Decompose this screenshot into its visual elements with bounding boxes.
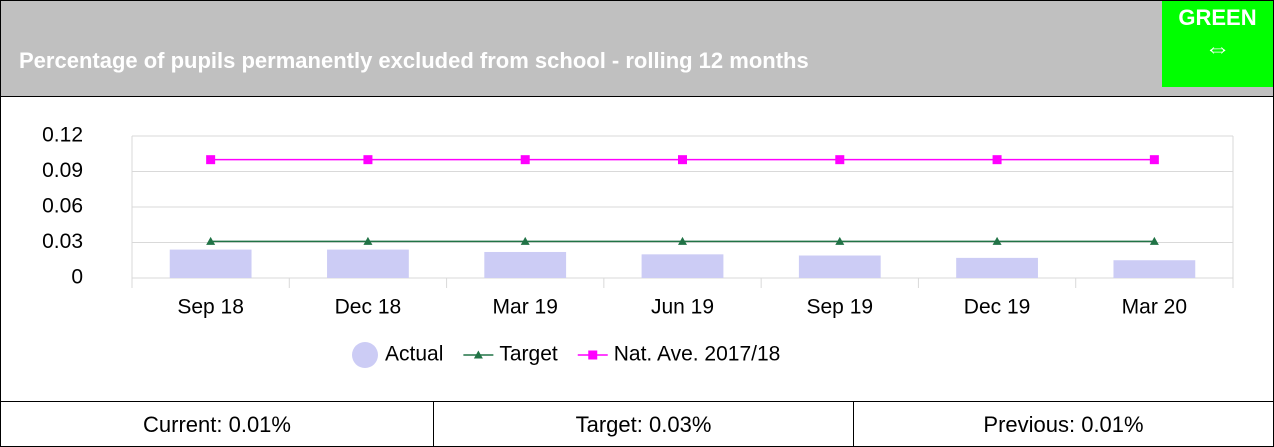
marker [206,155,216,165]
footer-cell: Previous: 0.01% [983,412,1144,437]
marker [520,155,530,165]
marker [206,236,216,245]
y-tick-label: 0.12 [42,124,83,147]
legend-label: Actual [385,343,443,366]
y-tick-label: 0 [71,266,83,289]
panel-title: Percentage of pupils permanently exclude… [19,48,809,73]
y-tick-label: 0.09 [42,159,83,182]
bar [327,249,409,278]
x-tick-label: Dec 19 [964,296,1031,319]
bar [641,254,724,278]
legend-label: Target [499,343,558,366]
footer-cell: Target: 0.03% [434,402,854,447]
marker [835,155,845,165]
footer-cell: Current: 0.01% [1,402,434,447]
footer: Current: 0.01% Target: 0.03% Previous: 0… [1,401,1273,447]
marker [520,236,530,245]
marker [678,236,687,245]
x-tick-label: Sep 18 [177,296,244,319]
bar [1113,260,1196,278]
bar [956,257,1038,278]
marker [1149,236,1159,245]
x-tick-label: Jun 19 [651,296,714,319]
x-tick-label: Dec 18 [335,296,402,319]
marker [363,155,373,165]
x-tick-label: Mar 20 [1122,296,1187,319]
header: Percentage of pupils permanently exclude… [1,1,1273,97]
marker [992,155,1002,165]
status-badge: GREEN ⇔ [1162,1,1273,87]
status-symbol: ⇔ [1204,33,1231,63]
marker [992,236,1002,245]
bar [798,255,881,278]
legend-swatch [352,342,378,368]
y-tick-label: 0.06 [42,195,83,218]
bar [169,249,252,278]
marker [1149,155,1159,165]
chart: 0 0.03 0.06 0.09 0.12 Sep 18 Dec 18 Mar 19 Jun 1… [42,124,1234,368]
legend-label: Nat. Ave. 2017/18 [614,343,781,366]
x-tick-label: Sep 19 [807,296,874,319]
legend-marker [473,350,483,359]
marker [835,236,845,245]
bar [484,251,567,278]
legend-marker [588,350,598,360]
status-text: GREEN [1178,5,1257,30]
x-tick-label: Mar 19 [493,296,558,319]
y-tick-label: 0.03 [42,230,83,253]
marker [363,236,373,245]
marker [678,155,687,165]
